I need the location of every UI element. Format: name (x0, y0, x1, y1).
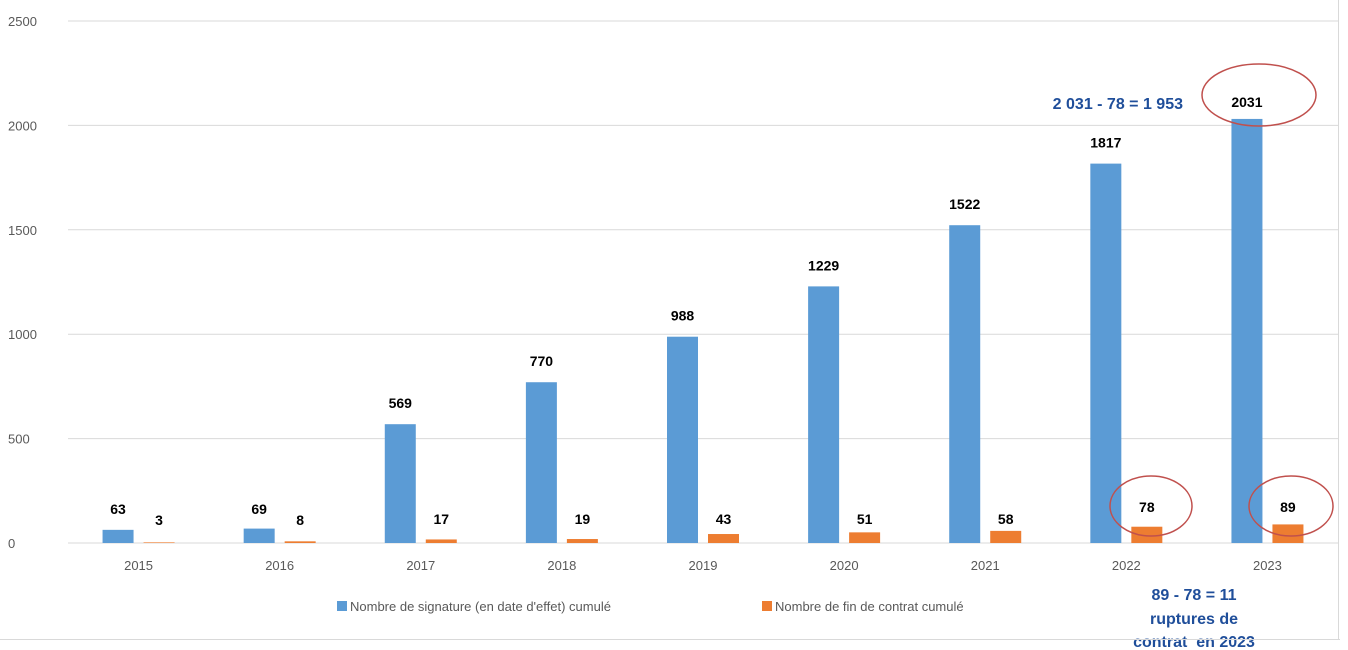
data-labels: 63 3 69 8 569 17 770 19 988 43 1229 51 1522 58 1817 78 2… (110, 94, 1296, 528)
data-label-fin-contrat-2023: 89 (1280, 499, 1296, 515)
bar-fin-contrat-2016 (284, 541, 316, 543)
data-label-signatures-2022: 1817 (1090, 135, 1121, 151)
legend: Nombre de signature (en date d'effet) cu… (337, 599, 964, 614)
circle-2023-signatures (1201, 63, 1317, 127)
data-label-signatures-2017: 569 (389, 395, 413, 411)
legend-swatch-fin-contrat (762, 601, 772, 611)
bar-fin-contrat-2015 (143, 542, 175, 543)
data-label-fin-contrat-2016: 8 (296, 512, 304, 528)
y-tick-label-1500: 1500 (8, 223, 37, 238)
data-label-fin-contrat-2015: 3 (155, 512, 163, 528)
annotation-ruptures-line-2: ruptures de (1150, 611, 1238, 628)
y-tick-label-2500: 2500 (8, 14, 37, 29)
bar-fin-contrat-2020 (849, 532, 881, 543)
data-label-signatures-2023: 2031 (1231, 94, 1262, 110)
bar-fin-contrat-2018 (566, 539, 598, 543)
x-tick-label-2020: 2020 (830, 558, 859, 573)
bar-signatures-2019 (667, 336, 698, 543)
data-label-fin-contrat-2018: 19 (575, 511, 591, 527)
data-label-signatures-2021: 1522 (949, 196, 980, 212)
legend-swatch-signatures (337, 601, 347, 611)
bar-signatures-2015 (102, 529, 134, 543)
bar-signatures-2022 (1090, 163, 1122, 543)
bar-signatures-2023 (1231, 118, 1263, 544)
bars (102, 118, 1304, 544)
data-label-signatures-2016: 69 (251, 501, 267, 517)
bar-fin-contrat-2023 (1272, 524, 1304, 543)
data-label-signatures-2019: 988 (671, 308, 695, 324)
bar-signatures-2018 (525, 382, 557, 543)
x-tick-label-2018: 2018 (547, 558, 576, 573)
data-label-fin-contrat-2022: 78 (1139, 499, 1155, 515)
data-label-fin-contrat-2020: 51 (857, 511, 873, 527)
x-tick-label-2015: 2015 (124, 558, 153, 573)
x-tick-label-2021: 2021 (971, 558, 1000, 573)
x-tick-label-2016: 2016 (265, 558, 294, 573)
annotation-ruptures-line-3: contrat en 2023 (1133, 634, 1255, 650)
bar-signatures-2021 (949, 225, 981, 543)
annotations: 2 031 - 78 = 1 953 89 - 78 = 11 ruptures… (1053, 96, 1255, 650)
bar-signatures-2017 (384, 424, 416, 543)
data-label-fin-contrat-2021: 58 (998, 511, 1014, 527)
y-axis-tick-labels: 0 500 1000 1500 2000 2500 (8, 14, 37, 551)
bar-signatures-2020 (808, 286, 840, 543)
legend-label-signatures: Nombre de signature (en date d'effet) cu… (350, 599, 611, 614)
annotation-ruptures-line-1: 89 - 78 = 11 (1152, 587, 1237, 604)
x-tick-label-2023: 2023 (1253, 558, 1282, 573)
bar-fin-contrat-2017 (425, 539, 457, 543)
annotation-signatures-calc: 2 031 - 78 = 1 953 (1053, 96, 1183, 113)
chart-frame-right (1338, 0, 1339, 640)
circle-2022-fin-contrat (1109, 475, 1193, 537)
x-tick-label-2019: 2019 (689, 558, 718, 573)
highlight-circles (1109, 63, 1334, 537)
chart-frame-bottom (0, 639, 1340, 640)
bar-fin-contrat-2021 (990, 530, 1022, 543)
data-label-signatures-2015: 63 (110, 501, 126, 517)
bar-fin-contrat-2019 (708, 534, 739, 543)
data-label-fin-contrat-2017: 17 (433, 511, 449, 527)
x-tick-label-2022: 2022 (1112, 558, 1141, 573)
x-axis-tick-labels: 2015 2016 2017 2018 2019 2020 2021 2022 2023 (124, 558, 1282, 573)
data-label-signatures-2018: 770 (530, 353, 554, 369)
data-label-signatures-2020: 1229 (808, 257, 839, 273)
y-tick-label-1000: 1000 (8, 327, 37, 342)
y-tick-label-0: 0 (8, 536, 15, 551)
circle-2023-fin-contrat (1248, 475, 1334, 537)
bar-signatures-2016 (243, 528, 275, 543)
data-label-fin-contrat-2019: 43 (716, 511, 732, 527)
gridlines (68, 20, 1338, 544)
y-tick-label-500: 500 (8, 432, 30, 447)
x-tick-label-2017: 2017 (406, 558, 435, 573)
bar-fin-contrat-2022 (1131, 526, 1163, 543)
legend-label-fin-contrat: Nombre de fin de contrat cumulé (775, 599, 964, 614)
y-tick-label-2000: 2000 (8, 118, 37, 133)
